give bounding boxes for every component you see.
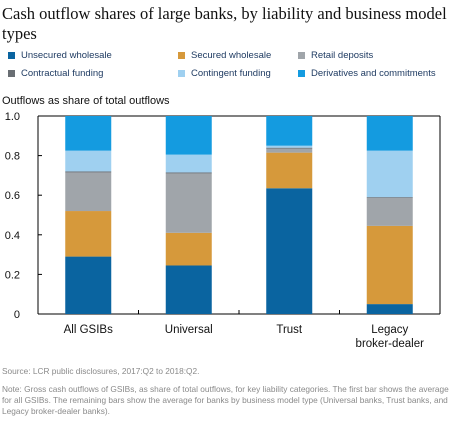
bar-segment: [266, 148, 313, 153]
y-axis-title: Outflows as share of total outflows: [2, 95, 170, 107]
legend-swatch: [8, 70, 15, 77]
bar-segment: [165, 173, 212, 233]
y-tick-label: 0: [14, 309, 20, 321]
bar-segment: [65, 172, 112, 212]
y-tick-label: 0.2: [5, 269, 20, 281]
legend-label: Contingent funding: [191, 68, 271, 79]
bar-segment: [266, 145, 313, 148]
legend-swatch: [298, 70, 305, 77]
bar-segment: [65, 256, 112, 314]
bar-segment: [366, 197, 413, 199]
bar-segment: [65, 171, 112, 173]
bar-segment: [266, 188, 313, 314]
legend-label: Contractual funding: [21, 68, 104, 79]
bar-segment: [266, 147, 313, 149]
source-note: Source: LCR public disclosures, 2017:Q2 …: [2, 366, 200, 376]
footnote: Note: Gross cash outflows of GSIBs, as s…: [2, 384, 449, 416]
bar-segment: [165, 116, 212, 155]
legend-swatch: [8, 52, 15, 59]
x-tick-label: Trust: [276, 324, 303, 336]
legend-label: Derivatives and commitments: [311, 68, 436, 79]
y-tick-label: 0.4: [5, 230, 20, 242]
bar-segment: [266, 152, 313, 189]
legend-swatch: [298, 52, 305, 59]
bar-segment: [165, 232, 212, 266]
legend-item-contingent-funding: Contingent funding: [178, 68, 271, 79]
legend-label: Secured wholesale: [191, 50, 272, 61]
chart-title: Cash outflow shares of large banks, by l…: [2, 4, 447, 43]
bar-segment: [165, 172, 212, 174]
bar-segment: [366, 225, 413, 305]
legend-item-derivatives-commitments: Derivatives and commitments: [298, 68, 436, 79]
bar-segment: [366, 150, 413, 198]
legend-item-unsecured-wholesale: Unsecured wholesale: [8, 50, 112, 61]
x-tick-label: Legacy: [371, 324, 408, 336]
legend-label: Retail deposits: [311, 50, 374, 61]
x-tick-label: Universal: [165, 324, 213, 336]
y-tick-label: 0.6: [5, 190, 20, 202]
bar-segment: [266, 116, 313, 146]
x-tick-label: All GSIBs: [64, 324, 113, 336]
y-tick-label: 1.0: [5, 111, 20, 123]
bar-segment: [65, 116, 112, 151]
legend-item-secured-wholesale: Secured wholesale: [178, 50, 271, 61]
bar-segment: [366, 304, 413, 314]
bar-segment: [366, 198, 413, 226]
bar-segment: [366, 116, 413, 151]
y-tick-label: 0.8: [5, 151, 20, 163]
legend-swatch: [178, 70, 185, 77]
bar-segment: [165, 154, 212, 173]
legend-item-contractual-funding: Contractual funding: [8, 68, 103, 79]
legend-item-retail-deposits: Retail deposits: [298, 50, 373, 61]
bar-segment: [65, 211, 112, 257]
legend-swatch: [178, 52, 185, 59]
x-tick-label: broker-dealer: [356, 338, 425, 350]
bar-segment: [65, 150, 112, 172]
legend-label: Unsecured wholesale: [21, 50, 112, 61]
bar-segment: [165, 265, 212, 314]
